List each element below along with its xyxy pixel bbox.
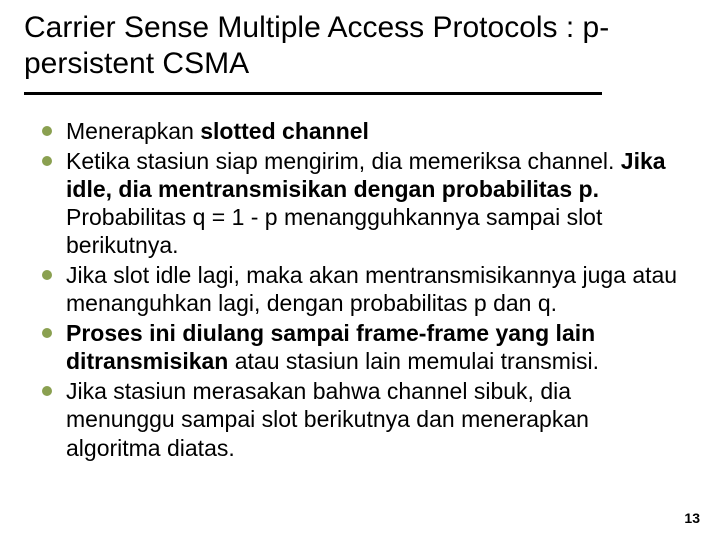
list-item: Jika slot idle lagi, maka akan mentransm… <box>42 261 686 317</box>
list-item: Jika stasiun merasakan bahwa channel sib… <box>42 377 686 461</box>
text-bold: slotted channel <box>200 118 369 144</box>
bullet-icon <box>42 126 52 136</box>
bullet-list: Menerapkan slotted channel Ketika stasiu… <box>24 117 696 462</box>
text-segment: atau stasiun lain memulai transmisi. <box>228 348 599 374</box>
bullet-text: Jika slot idle lagi, maka akan mentransm… <box>66 261 686 317</box>
text-segment: Probabilitas q = 1 - p menangguhkannya s… <box>66 204 602 258</box>
bullet-text: Jika stasiun merasakan bahwa channel sib… <box>66 377 686 461</box>
slide-container: Carrier Sense Multiple Access Protocols … <box>0 0 720 540</box>
text-segment: Ketika stasiun siap mengirim, dia memeri… <box>66 148 621 174</box>
bullet-icon <box>42 156 52 166</box>
bullet-text: Proses ini diulang sampai frame-frame ya… <box>66 319 686 375</box>
list-item: Menerapkan slotted channel <box>42 117 686 145</box>
bullet-icon <box>42 270 52 280</box>
slide-title: Carrier Sense Multiple Access Protocols … <box>24 10 696 88</box>
title-underline <box>24 92 602 95</box>
bullet-icon <box>42 386 52 396</box>
text-segment: Menerapkan <box>66 118 200 144</box>
bullet-text: Menerapkan slotted channel <box>66 117 369 145</box>
list-item: Proses ini diulang sampai frame-frame ya… <box>42 319 686 375</box>
bullet-icon <box>42 328 52 338</box>
list-item: Ketika stasiun siap mengirim, dia memeri… <box>42 147 686 259</box>
text-segment: Jika stasiun merasakan bahwa channel sib… <box>66 378 589 460</box>
page-number: 13 <box>684 510 700 526</box>
bullet-text: Ketika stasiun siap mengirim, dia memeri… <box>66 147 686 259</box>
text-segment: Jika slot idle lagi, maka akan mentransm… <box>66 262 677 316</box>
